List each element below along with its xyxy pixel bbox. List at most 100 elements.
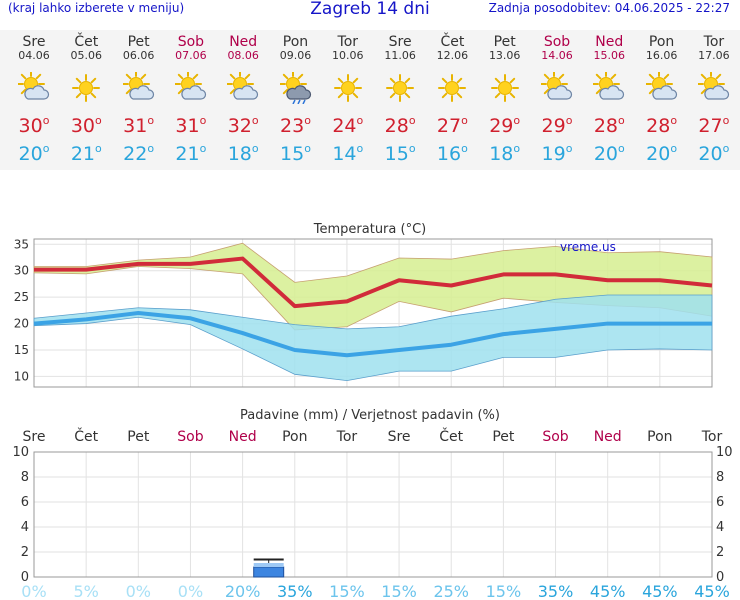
sun-cloud-icon bbox=[121, 70, 155, 104]
daily-forecast-strip: Sre 04.06 30o 20o Čet 05.06 30o 21o Pet 06.06 31o 2… bbox=[0, 30, 740, 170]
y-tick-label-right: 2 bbox=[716, 545, 724, 560]
sun-cloud-icon bbox=[226, 70, 259, 104]
day-date: 08.06 bbox=[227, 49, 259, 62]
precip-probability-label: 5% bbox=[73, 582, 98, 600]
max-temp-line bbox=[34, 256, 713, 309]
y-tick-label: 25 bbox=[14, 290, 29, 304]
day-date: 09.06 bbox=[279, 49, 312, 62]
day-name: Sre bbox=[22, 34, 46, 50]
y-tick-label-right: 4 bbox=[716, 520, 724, 535]
sun-cloud-icon bbox=[17, 70, 50, 104]
day-name: Pon bbox=[282, 34, 309, 50]
temp-max: 28o bbox=[646, 114, 678, 137]
temp-max: 31o bbox=[123, 114, 155, 137]
day-name: Sre bbox=[388, 34, 412, 50]
temp-max: 29o bbox=[541, 114, 573, 137]
location-menu-hint[interactable]: (kraj lahko izberete v meniju) bbox=[8, 1, 185, 15]
day-name: Sob bbox=[177, 34, 205, 50]
x-tick-label: Pet bbox=[492, 429, 515, 445]
temp-min: 16o bbox=[436, 142, 468, 165]
y-tick-label-right: 0 bbox=[716, 570, 724, 585]
precip-probability-label: 15% bbox=[329, 582, 365, 600]
precip-probability-label: 45% bbox=[642, 582, 678, 600]
temp-max: 27o bbox=[698, 114, 730, 137]
day-name: Pet bbox=[493, 34, 516, 50]
y-tick-label-right: 8 bbox=[716, 470, 724, 485]
sun-cloud-icon bbox=[644, 70, 678, 104]
sun-icon bbox=[436, 72, 468, 104]
y-tick-label: 0 bbox=[21, 570, 29, 585]
day-name: Sob bbox=[543, 34, 571, 50]
day-name: Tor bbox=[337, 34, 359, 50]
sun-icon bbox=[332, 72, 364, 104]
temp-min: 21o bbox=[175, 142, 207, 165]
temp-min: 20o bbox=[18, 142, 50, 165]
temp-max: 28o bbox=[593, 114, 625, 137]
page-title: Zagreb 14 dni bbox=[310, 0, 430, 19]
day-name: Čet bbox=[74, 34, 99, 50]
temp-min: 20o bbox=[646, 142, 678, 165]
precip-probability-label: 0% bbox=[126, 582, 151, 600]
sun-cloud-icon bbox=[592, 70, 625, 104]
y-tick-label-right: 6 bbox=[716, 495, 724, 510]
y-tick-label: 10 bbox=[12, 445, 29, 460]
last-update-text: Zadnja posodobitev: 04.06.2025 - 22:27 bbox=[488, 1, 730, 15]
precipitation-chart-title: Padavine (mm) / Verjetnost padavin (%) bbox=[240, 408, 500, 423]
y-tick-label: 2 bbox=[21, 545, 29, 560]
temperature-chart-title: Temperatura (°C) bbox=[313, 222, 426, 237]
sun-cloud-icon bbox=[696, 70, 730, 104]
y-tick-label: 20 bbox=[14, 317, 29, 331]
temp-min: 22o bbox=[123, 142, 155, 165]
temp-max: 30o bbox=[18, 114, 50, 137]
header-bar: (kraj lahko izberete v meniju) Zagreb 14… bbox=[0, 0, 740, 20]
plot-frame bbox=[33, 451, 713, 578]
day-date: 06.06 bbox=[122, 49, 155, 62]
day-date: 15.06 bbox=[593, 49, 626, 62]
temperature-chart: Temperatura (°C) 10 15 20 25 30 35 vreme.us bbox=[14, 222, 713, 388]
day-date: 10.06 bbox=[332, 49, 364, 62]
temp-max: 23o bbox=[280, 114, 311, 137]
precip-bar bbox=[253, 566, 285, 578]
temp-max: 32o bbox=[227, 114, 259, 137]
day-name: Ned bbox=[229, 34, 258, 50]
precipitation-chart: Padavine (mm) / Verjetnost padavin (%) Sr… bbox=[12, 408, 733, 600]
x-tick-label: Pon bbox=[282, 429, 307, 445]
temp-min: 14o bbox=[332, 142, 364, 165]
y-tick-label-right: 10 bbox=[716, 445, 733, 460]
day-date: 16.06 bbox=[645, 49, 678, 62]
precip-probability-label: 25% bbox=[433, 582, 469, 600]
precip-probability-label: 45% bbox=[590, 582, 626, 600]
sun-icon bbox=[489, 72, 521, 104]
day-date: 17.06 bbox=[698, 49, 730, 62]
x-tick-label: Ned bbox=[229, 429, 257, 445]
temp-max: 29o bbox=[489, 114, 521, 137]
x-tick-label: Tor bbox=[701, 429, 723, 445]
sun-cloud-icon bbox=[540, 70, 573, 104]
min-temp-band bbox=[33, 294, 713, 382]
temp-max: 31o bbox=[175, 114, 207, 137]
temp-min: 18o bbox=[227, 142, 259, 165]
day-name: Tor bbox=[703, 34, 725, 50]
y-tick-label: 35 bbox=[14, 237, 29, 251]
temp-min: 19o bbox=[541, 142, 573, 165]
precip-probability-label: 0% bbox=[178, 582, 203, 600]
x-tick-label: Tor bbox=[336, 429, 358, 445]
x-tick-label: Pet bbox=[127, 429, 150, 445]
x-tick-label: Ned bbox=[594, 429, 622, 445]
day-date: 12.06 bbox=[436, 49, 469, 62]
temp-min: 20o bbox=[593, 142, 625, 165]
day-date: 11.06 bbox=[384, 49, 416, 62]
precip-probability-label: 45% bbox=[694, 582, 730, 600]
y-tick-label: 15 bbox=[14, 343, 29, 357]
x-tick-label: Pon bbox=[647, 429, 672, 445]
day-date: 13.06 bbox=[488, 49, 521, 62]
day-date: 07.06 bbox=[175, 49, 207, 62]
day-name: Čet bbox=[440, 34, 465, 50]
temp-max: 24o bbox=[332, 114, 364, 137]
temp-max: 27o bbox=[436, 114, 468, 137]
temp-min: 18o bbox=[489, 142, 521, 165]
day-date: 05.06 bbox=[70, 49, 103, 62]
precip-probability-label: 15% bbox=[381, 582, 417, 600]
precip-probability-label: 15% bbox=[486, 582, 522, 600]
day-name: Pet bbox=[127, 34, 150, 50]
